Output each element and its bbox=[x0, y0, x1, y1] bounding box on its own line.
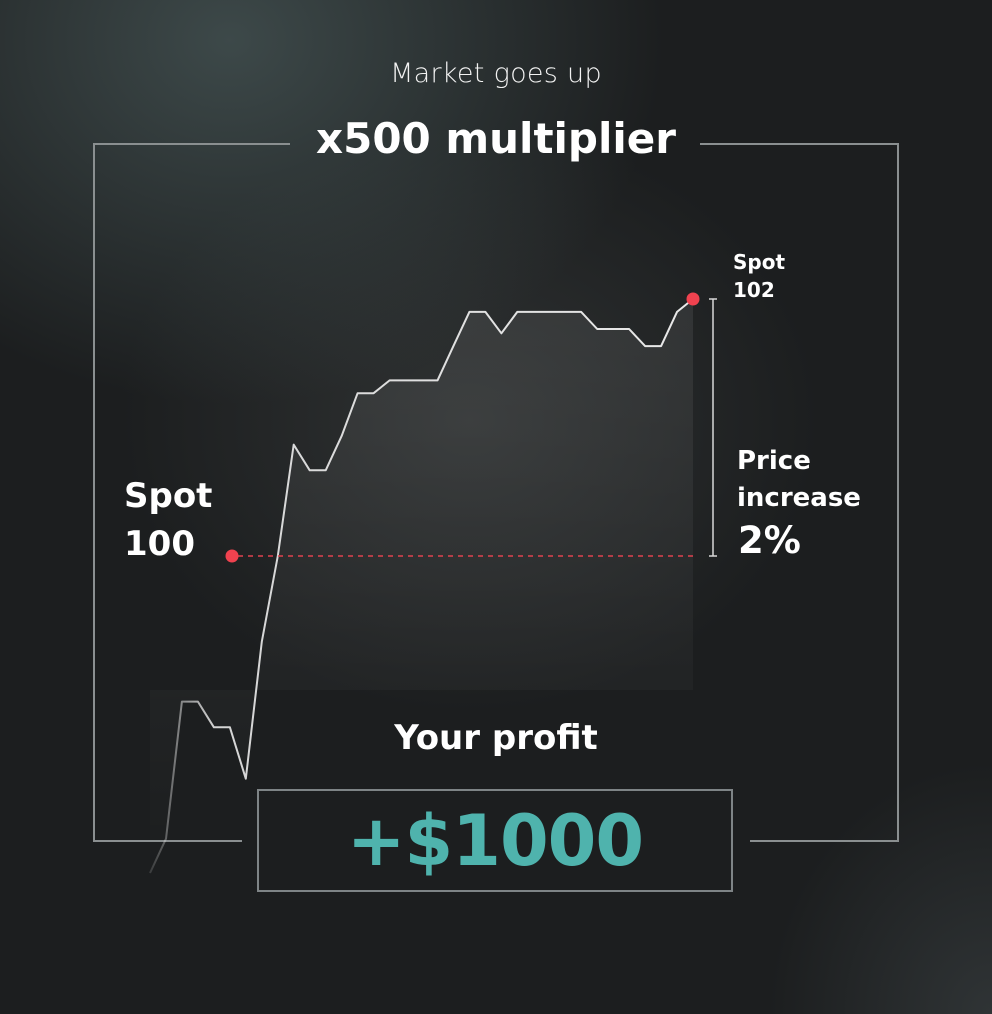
frame-right bbox=[700, 143, 899, 842]
start-spot-label: Spot 100 bbox=[124, 472, 212, 568]
price-increase-line2: increase bbox=[737, 483, 861, 513]
price-increase-label: Price increase bbox=[737, 443, 861, 517]
multiplier-title: x500 multiplier bbox=[316, 114, 676, 163]
price-increase-line1: Price bbox=[737, 446, 811, 476]
profit-value: +$1000 bbox=[346, 799, 644, 882]
profit-box: +$1000 bbox=[257, 789, 733, 892]
frame-left-top bbox=[93, 143, 290, 842]
end-spot-marker bbox=[686, 292, 700, 306]
start-spot-marker bbox=[225, 549, 239, 563]
end-spot-label-line1: Spot bbox=[733, 250, 786, 274]
price-increase-value: 2% bbox=[738, 519, 801, 562]
start-spot-value: 100 bbox=[124, 524, 195, 564]
end-spot-value: 102 bbox=[733, 278, 775, 302]
subtitle: Market goes up bbox=[390, 58, 602, 89]
start-spot-label-line1: Spot bbox=[124, 476, 213, 516]
increase-bracket bbox=[709, 298, 717, 557]
end-spot-label: Spot 102 bbox=[733, 248, 785, 304]
profit-label: Your profit bbox=[394, 718, 598, 758]
chart-area bbox=[150, 299, 693, 873]
price-line bbox=[149, 298, 694, 874]
